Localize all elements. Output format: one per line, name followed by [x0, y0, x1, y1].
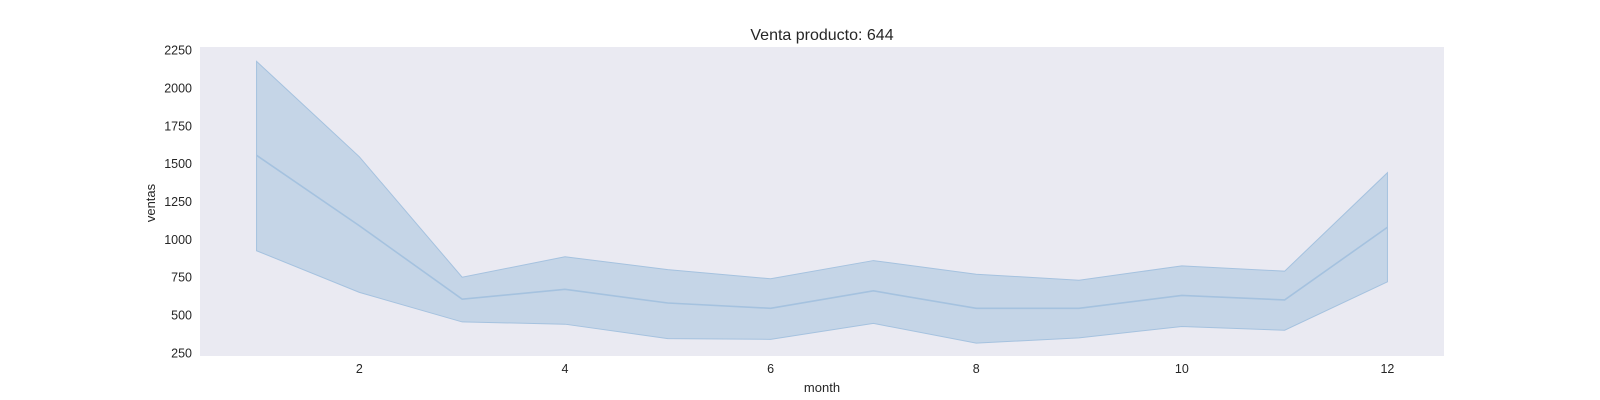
series-line-layer — [256, 154, 1388, 310]
data-point — [770, 307, 772, 309]
y-tick-label: 2250 — [164, 44, 192, 58]
y-tick-label: 2000 — [164, 81, 192, 95]
data-point — [1181, 294, 1183, 296]
chart-title: Venta producto: 644 — [750, 27, 893, 44]
y-tick-label: 250 — [171, 346, 192, 360]
y-tick-label: 750 — [171, 271, 192, 285]
x-tick-label: 6 — [767, 362, 774, 376]
x-tick-label: 8 — [973, 362, 980, 376]
x-tick-label: 4 — [562, 362, 569, 376]
data-point — [1284, 299, 1286, 301]
x-tick-labels: 2 4 6 8 10 12 — [356, 362, 1395, 376]
x-tick-label: 12 — [1380, 362, 1394, 376]
y-tick-label: 500 — [171, 309, 192, 323]
x-tick-label: 10 — [1175, 362, 1189, 376]
data-point — [1386, 226, 1388, 228]
y-tick-label: 1750 — [164, 119, 192, 133]
y-axis-label: ventas — [143, 183, 158, 222]
confidence-band-layer — [256, 60, 1388, 344]
series-line — [256, 154, 1388, 310]
data-point — [358, 225, 360, 227]
data-point — [667, 302, 669, 304]
y-tick-labels: 250 500 750 1000 1250 1500 1750 2000 2250 — [164, 44, 192, 361]
y-tick-label: 1500 — [164, 157, 192, 171]
data-point — [1078, 307, 1080, 309]
data-point — [564, 288, 566, 290]
data-point — [872, 290, 874, 292]
x-axis-label: month — [804, 380, 840, 395]
data-point — [461, 298, 463, 300]
x-tick-label: 2 — [356, 362, 363, 376]
y-tick-label: 1000 — [164, 233, 192, 247]
confidence-band — [256, 60, 1388, 344]
data-point — [256, 154, 258, 156]
data-point — [975, 307, 977, 309]
y-tick-label: 1250 — [164, 195, 192, 209]
